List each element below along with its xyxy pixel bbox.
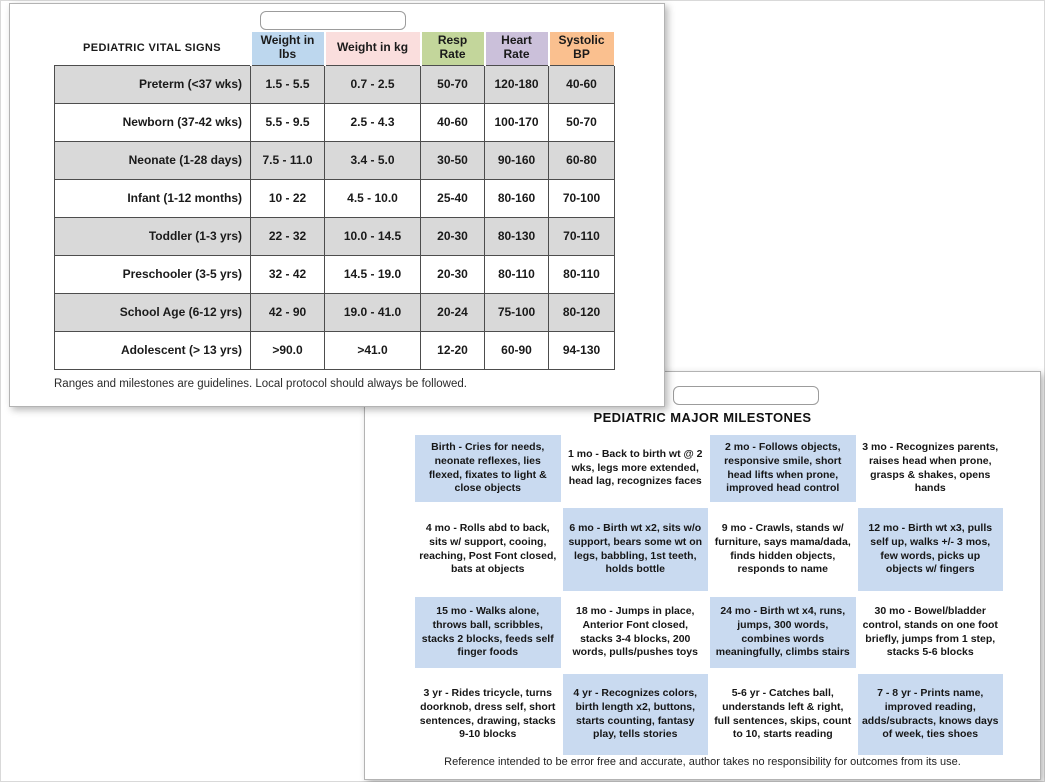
- vs-cell: 2.5 - 4.3: [324, 102, 421, 142]
- milestone-cell: 1 mo - Back to birth wt @ 2 wks, legs mo…: [567, 448, 703, 488]
- vs-header-row: PEDIATRIC VITAL SIGNS Weight in lbs Weigh…: [55, 32, 616, 65]
- vs-cell: 0.7 - 2.5: [324, 64, 421, 104]
- vs-cell: 19.0 - 41.0: [324, 292, 421, 332]
- milestone-cell: 4 yr - Recognizes colors, birth length x…: [562, 674, 708, 755]
- vital-signs-card: PEDIATRIC VITAL SIGNS Weight in lbs Weigh…: [9, 3, 665, 407]
- vs-row-label: Preterm (<37 wks): [54, 64, 251, 104]
- milestone-cell: 3 yr - Rides tricycle, turns doorknob, d…: [419, 687, 556, 741]
- vs-cell: 3.4 - 5.0: [324, 140, 421, 180]
- vs-cell: 20-30: [420, 254, 485, 294]
- vs-table-body: Preterm (<37 wks) 1.5 - 5.5 0.7 - 2.5 50-70…: [54, 64, 615, 370]
- vs-column-header: Resp Rate: [419, 32, 486, 65]
- vs-cell: 14.5 - 19.0: [324, 254, 421, 294]
- vs-cell: 90-160: [484, 140, 549, 180]
- vital-signs-footnote: Ranges and milestones are guidelines. Lo…: [54, 378, 467, 390]
- milestone-cell: 18 mo - Jumps in place, Anterior Font cl…: [572, 605, 698, 659]
- vs-cell: 75-100: [484, 292, 549, 332]
- milestone-cell: 30 mo - Bowel/bladder control, stands on…: [862, 605, 998, 659]
- milestone-cell: 7 - 8 yr - Prints name, improved reading…: [857, 674, 1003, 755]
- vs-column-header: Weight in lbs: [249, 32, 326, 65]
- vs-cell: >41.0: [324, 330, 421, 370]
- milestone-cell: 3 mo - Recognizes parents, raises head w…: [862, 441, 999, 495]
- milestone-cell: 12 mo - Birth wt x3, pulls self up, walk…: [857, 508, 1003, 591]
- vs-cell: 80-120: [548, 292, 615, 332]
- vs-cell: 10 - 22: [250, 178, 325, 218]
- milestone-cell: 6 mo - Birth wt x2, sits w/o support, be…: [562, 508, 708, 591]
- vital-signs-title: PEDIATRIC VITAL SIGNS: [83, 42, 221, 55]
- vs-table-row: Toddler (1-3 yrs) 22 - 32 10.0 - 14.5 20-30…: [54, 216, 615, 256]
- vs-cell: 30-50: [420, 140, 485, 180]
- vs-cell: 80-160: [484, 178, 549, 218]
- vs-cell: 22 - 32: [250, 216, 325, 256]
- vs-column-header: Heart Rate: [483, 32, 550, 65]
- vs-cell: 50-70: [420, 64, 485, 104]
- milestone-cell: 15 mo - Walks alone, throws ball, scribb…: [415, 597, 561, 668]
- vs-row-label: School Age (6-12 yrs): [54, 292, 251, 332]
- vs-cell: 80-110: [484, 254, 549, 294]
- vs-cell: 12-20: [420, 330, 485, 370]
- vs-cell: 80-110: [548, 254, 615, 294]
- vital-signs-table-wrap: PEDIATRIC VITAL SIGNS Weight in lbs Weigh…: [54, 32, 616, 370]
- vs-cell: 4.5 - 10.0: [324, 178, 421, 218]
- vs-table-row: Neonate (1-28 days) 7.5 - 11.0 3.4 - 5.0 30…: [54, 140, 615, 180]
- vs-cell: 100-170: [484, 102, 549, 142]
- vs-table-row: Preschooler (3-5 yrs) 32 - 42 14.5 - 19.0 2…: [54, 254, 615, 294]
- vs-cell: 40-60: [548, 64, 615, 104]
- vs-cell: 70-110: [548, 216, 615, 256]
- vs-cell: 50-70: [548, 102, 615, 142]
- vs-cell: >90.0: [250, 330, 325, 370]
- vs-cell: 42 - 90: [250, 292, 325, 332]
- vs-cell: 7.5 - 11.0: [250, 140, 325, 180]
- vs-cell: 32 - 42: [250, 254, 325, 294]
- vs-row-label: Newborn (37-42 wks): [54, 102, 251, 142]
- vs-table-row: Preterm (<37 wks) 1.5 - 5.5 0.7 - 2.5 50-70…: [54, 64, 615, 104]
- vital-signs-table: PEDIATRIC VITAL SIGNS Weight in lbs Weigh…: [54, 32, 616, 370]
- vs-row-label: Adolescent (> 13 yrs): [54, 330, 251, 370]
- vs-cell: 20-30: [420, 216, 485, 256]
- vs-column-header: Systolic BP: [547, 32, 616, 65]
- milestone-cell: 2 mo - Follows objects, responsive smile…: [710, 435, 856, 502]
- vs-table-row: Infant (1-12 months) 10 - 22 4.5 - 10.0 25-…: [54, 178, 615, 218]
- vs-cell: 60-90: [484, 330, 549, 370]
- milestones-card: PEDIATRIC MAJOR MILESTONES Birth - Cries…: [364, 371, 1041, 780]
- vs-cell: 10.0 - 14.5: [324, 216, 421, 256]
- milestones-footnote: Reference intended to be error free and …: [444, 756, 961, 768]
- vs-table-row: School Age (6-12 yrs) 42 - 90 19.0 - 41.0 2…: [54, 292, 615, 332]
- vs-table-row: Newborn (37-42 wks) 5.5 - 9.5 2.5 - 4.3 40-…: [54, 102, 615, 142]
- vs-row-label: Preschooler (3-5 yrs): [54, 254, 251, 294]
- vs-cell: 1.5 - 5.5: [250, 64, 325, 104]
- vs-row-label: Neonate (1-28 days): [54, 140, 251, 180]
- milestone-cell: Birth - Cries for needs, neonate reflexe…: [415, 435, 561, 502]
- milestone-cell: 4 mo - Rolls abd to back, sits w/ suppor…: [419, 522, 557, 576]
- milestones-title: PEDIATRIC MAJOR MILESTONES: [593, 410, 812, 425]
- vs-cell: 25-40: [420, 178, 485, 218]
- vs-column-header: Weight in kg: [323, 32, 422, 65]
- vs-cell: 20-24: [420, 292, 485, 332]
- milestone-cell: 5-6 yr - Catches ball, understands left …: [714, 687, 852, 741]
- vs-cell: 120-180: [484, 64, 549, 104]
- vs-table-row: Adolescent (> 13 yrs) >90.0 >41.0 12-20 60-9…: [54, 330, 615, 370]
- vs-cell: 60-80: [548, 140, 615, 180]
- milestone-cell: 24 mo - Birth wt x4, runs, jumps, 300 wo…: [710, 597, 856, 668]
- vs-cell: 70-100: [548, 178, 615, 218]
- vs-row-label: Infant (1-12 months): [54, 178, 251, 218]
- vs-row-label: Toddler (1-3 yrs): [54, 216, 251, 256]
- vital-signs-page-field[interactable]: [260, 11, 406, 30]
- vs-cell: 5.5 - 9.5: [250, 102, 325, 142]
- vs-cell: 40-60: [420, 102, 485, 142]
- vs-cell: 94-130: [548, 330, 615, 370]
- milestones-grid: Birth - Cries for needs, neonate reflexe…: [415, 435, 1003, 755]
- milestone-cell: 9 mo - Crawls, stands w/ furniture, says…: [714, 522, 851, 576]
- vs-cell: 80-130: [484, 216, 549, 256]
- milestones-page-field[interactable]: [673, 386, 819, 405]
